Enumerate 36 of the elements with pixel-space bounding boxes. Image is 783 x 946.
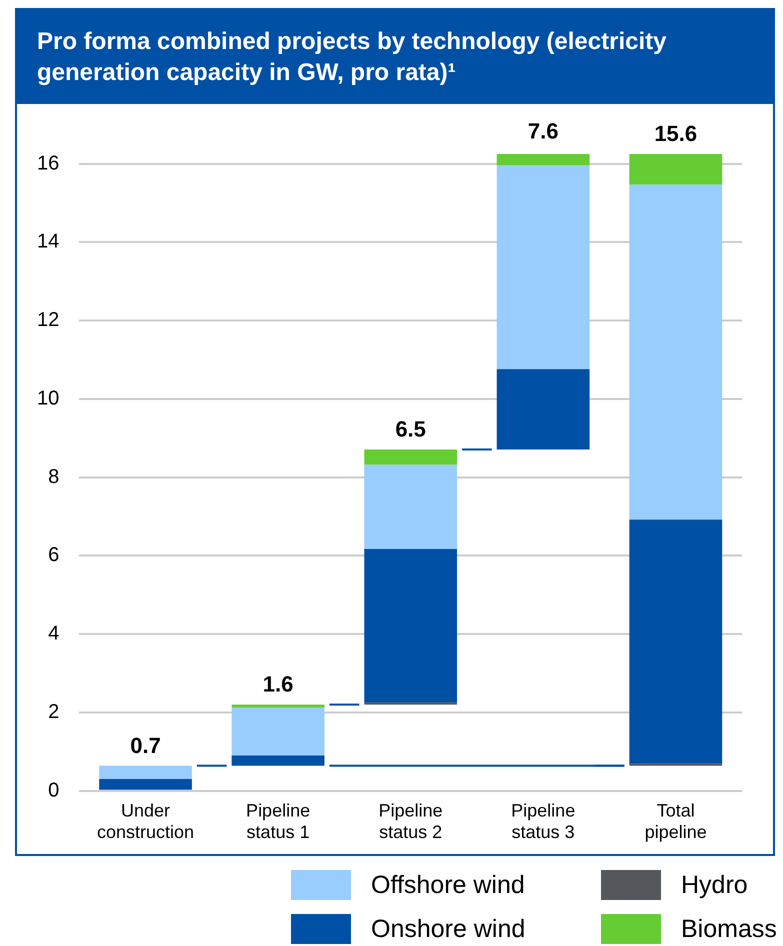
total-label: 7.6: [528, 118, 558, 144]
total-label: 0.7: [130, 732, 161, 758]
bar: [629, 520, 722, 764]
bar: [629, 184, 722, 520]
bar: [232, 756, 324, 766]
x-tick-label: Pipeline status 3: [511, 800, 576, 842]
bar: [629, 154, 722, 185]
x-tick-label: Under construction: [96, 800, 194, 842]
chart-title: Pro forma combined projects by technology (electricity generation capacity in GW, pro rata)¹: [17, 10, 773, 104]
y-tick-label: 4: [48, 622, 60, 645]
legend-label: Offshore wind: [371, 870, 525, 900]
legend-label: Biomass: [681, 914, 777, 944]
y-tick-label: 2: [48, 700, 60, 723]
bar: [364, 549, 458, 703]
x-tick-label: Total pipeline: [644, 800, 707, 842]
y-tick-label: 12: [36, 309, 60, 332]
bar: [232, 708, 324, 756]
total-label: 1.6: [262, 672, 294, 697]
total-label: 15.6: [654, 121, 698, 146]
x-tick-label: Pipeline status 2: [378, 800, 443, 842]
y-tick-label: 6: [48, 544, 60, 566]
y-tick-label: 16: [36, 152, 60, 174]
legend-label: Onshore wind: [371, 914, 526, 944]
legend-label: Hydro: [681, 870, 748, 900]
bar: [232, 704, 324, 708]
bar: [99, 779, 192, 790]
bar: [364, 449, 458, 465]
y-tick-label: 14: [36, 230, 60, 253]
y-tick-label: 10: [36, 387, 60, 410]
bar: [99, 766, 192, 780]
y-tick-label: 8: [48, 466, 60, 488]
x-tick-label: Pipeline status 1: [246, 800, 310, 842]
y-tick-label: 0: [48, 779, 60, 802]
bar: [364, 464, 458, 550]
bar: [496, 369, 590, 450]
total-label: 6.5: [395, 416, 426, 442]
